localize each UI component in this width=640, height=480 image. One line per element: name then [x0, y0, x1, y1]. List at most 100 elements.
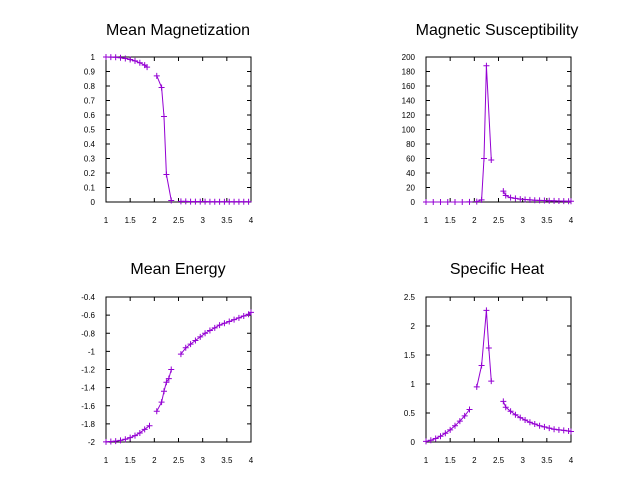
magnetization-data-point — [161, 113, 167, 120]
energy-data-point — [177, 351, 184, 358]
susceptibility-y-tick-label: 120 — [402, 111, 416, 120]
energy-data-point — [202, 330, 209, 337]
susceptibility-data-point — [423, 199, 429, 205]
energy-data-point — [168, 366, 175, 373]
specific-heat-data-point — [442, 430, 449, 437]
susceptibility-x-tick-label: 3.5 — [541, 216, 553, 225]
specific-heat-series-line — [425, 409, 470, 442]
specific-heat-y-tick-label: 2 — [411, 322, 416, 331]
specific-heat-data-point — [526, 419, 533, 426]
energy-data-point — [235, 314, 242, 321]
susceptibility-y-tick-label: 100 — [402, 126, 416, 135]
specific-heat-data-point — [452, 422, 458, 429]
specific-heat-x-tick-label: 2.5 — [493, 456, 505, 465]
energy-x-tick-label: 1 — [104, 456, 109, 465]
energy-data-point — [192, 337, 199, 344]
specific-heat-data-point — [437, 433, 444, 440]
specific-heat-x-tick-label: 4 — [569, 456, 574, 465]
energy-data-point — [158, 399, 165, 406]
specific-heat-data-point — [483, 307, 490, 314]
magnetization-y-tick-label: 0.2 — [84, 169, 96, 178]
energy-data-point — [136, 429, 143, 436]
susceptibility-data-point — [437, 199, 444, 205]
susceptibility-data-point — [452, 199, 458, 205]
susceptibility-data-point — [466, 198, 473, 205]
specific-heat-data-point — [502, 404, 509, 411]
magnetization-y-tick-label: 0.8 — [84, 82, 96, 91]
magnetization-data-point — [132, 57, 138, 64]
specific-heat-data-point — [432, 435, 439, 442]
energy-data-point — [187, 341, 194, 348]
magnetization-series-line — [156, 75, 172, 201]
energy-data-point — [117, 437, 124, 444]
magnetization-y-tick-label: 0.7 — [84, 97, 96, 106]
energy-data-point — [141, 426, 148, 433]
energy-x-tick-label: 1.5 — [125, 456, 137, 465]
energy-data-point — [211, 324, 218, 331]
magnetization-y-tick-label: 0.4 — [84, 140, 96, 149]
susceptibility-series-line — [476, 65, 492, 203]
energy-data-point — [112, 438, 119, 445]
specific-heat-data-point — [522, 416, 529, 423]
magnetization-panel: Mean Magnetization 1 1.5 2 2.5 3 3.5 4 0 0.1 0.2 0.… — [84, 22, 254, 225]
susceptibility-x-tick-label: 1 — [424, 216, 429, 225]
energy-data-point — [165, 375, 172, 382]
specific-heat-series-line — [502, 401, 572, 433]
energy-series-line — [180, 311, 252, 355]
specific-heat-panel: Specific Heat 1 1.5 2 2.5 3 3.5 4 0 0.5 1 1.5 2 2.5 — [404, 261, 574, 465]
specific-heat-data-point — [555, 426, 562, 433]
susceptibility-x-tick-label: 1.5 — [445, 216, 457, 225]
susceptibility-data-point — [444, 199, 451, 205]
magnetization-x-tick-label: 2.5 — [173, 216, 185, 225]
specific-heat-data-point — [512, 411, 519, 418]
energy-data-point — [146, 422, 153, 429]
energy-x-tick-label: 2.5 — [173, 456, 185, 465]
susceptibility-data-point — [478, 196, 485, 203]
specific-heat-title: Specific Heat — [450, 261, 545, 278]
susceptibility-x-tick-label: 4 — [569, 216, 574, 225]
magnetization-data-point — [158, 84, 165, 91]
specific-heat-y-tick-label: 0.5 — [404, 409, 416, 418]
magnetization-data-point — [144, 64, 151, 71]
magnetization-y-tick-label: 0.9 — [84, 68, 96, 77]
magnetization-x-tick-label: 1.5 — [125, 216, 137, 225]
susceptibility-y-tick-label: 40 — [406, 169, 415, 178]
energy-data-point — [216, 322, 223, 329]
magnetization-data-point — [168, 197, 175, 204]
susceptibility-title: Magnetic Susceptibility — [416, 22, 579, 39]
susceptibility-x-tick-label: 3 — [520, 216, 525, 225]
energy-data-point — [163, 379, 170, 386]
magnetization-title: Mean Magnetization — [106, 22, 250, 39]
susceptibility-data-point — [481, 155, 487, 162]
specific-heat-data-point — [485, 345, 492, 352]
susceptibility-data-point — [507, 194, 514, 201]
susceptibility-y-tick-label: 20 — [406, 184, 415, 193]
energy-data-point — [153, 408, 160, 415]
energy-y-tick-label: -1 — [88, 347, 96, 356]
magnetization-data-point — [245, 198, 252, 205]
energy-data-point — [197, 333, 204, 340]
magnetization-data-point — [163, 171, 170, 178]
energy-x-tick-label: 4 — [249, 456, 254, 465]
specific-heat-y-tick-label: 2.5 — [404, 293, 416, 302]
susceptibility-data-point — [488, 156, 495, 163]
specific-heat-data-point — [507, 408, 514, 415]
specific-heat-data-point — [488, 378, 495, 385]
energy-data-point — [182, 344, 189, 351]
energy-data-point — [226, 318, 233, 325]
specific-heat-data-point — [461, 412, 468, 419]
magnetization-x-tick-label: 4 — [249, 216, 254, 225]
susceptibility-y-tick-label: 200 — [402, 53, 416, 62]
energy-y-tick-label: -1.4 — [81, 384, 95, 393]
energy-y-tick-label: -1.8 — [81, 420, 95, 429]
specific-heat-data-point — [560, 427, 567, 434]
susceptibility-y-tick-label: 140 — [402, 97, 416, 106]
energy-data-point — [161, 388, 167, 395]
specific-heat-data-point — [568, 428, 574, 435]
energy-y-tick-label: -0.4 — [81, 293, 95, 302]
magnetization-x-tick-label: 3.5 — [221, 216, 233, 225]
specific-heat-y-tick-label: 1.5 — [404, 351, 416, 360]
specific-heat-data-point — [500, 398, 507, 405]
susceptibility-data-point — [502, 192, 509, 199]
